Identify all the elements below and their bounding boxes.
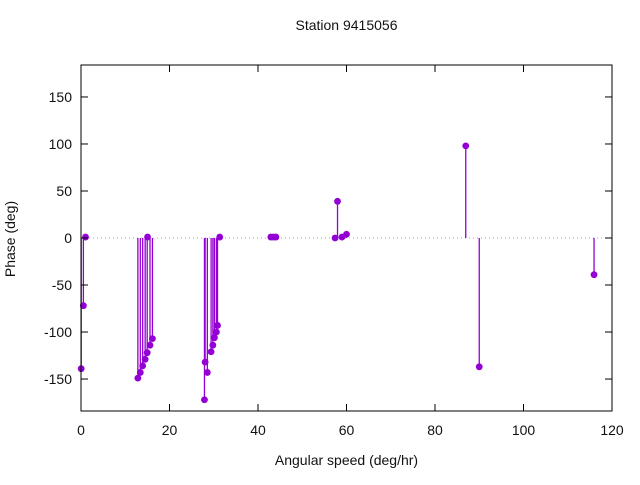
y-tick-label: -150 bbox=[44, 371, 72, 387]
y-axis-label: Phase (deg) bbox=[2, 200, 18, 278]
data-point bbox=[214, 322, 221, 329]
data-point bbox=[343, 230, 350, 238]
x-tick-label: 80 bbox=[427, 422, 443, 438]
data-point bbox=[146, 341, 154, 349]
x-tick-label: 100 bbox=[512, 422, 536, 438]
y-tick-label: 150 bbox=[49, 89, 73, 105]
x-tick-label: 0 bbox=[77, 422, 85, 438]
x-tick-label: 40 bbox=[250, 422, 266, 438]
x-tick-label: 120 bbox=[600, 422, 624, 438]
data-point bbox=[475, 363, 483, 371]
data-point bbox=[149, 335, 156, 343]
y-tick-label: 0 bbox=[64, 230, 72, 246]
x-tick-label: 20 bbox=[162, 422, 178, 438]
data-point bbox=[144, 233, 151, 241]
data-point bbox=[79, 302, 87, 310]
data-point bbox=[82, 233, 89, 241]
data-point bbox=[216, 233, 224, 241]
chart-title: Station 9415056 bbox=[295, 17, 398, 33]
data-point bbox=[331, 234, 339, 242]
data-point bbox=[211, 334, 218, 342]
x-tick-label: 60 bbox=[339, 422, 355, 438]
y-tick-label: 100 bbox=[49, 136, 73, 152]
data-point bbox=[141, 355, 149, 363]
y-tick-label: -50 bbox=[52, 277, 72, 293]
data-point bbox=[136, 369, 144, 376]
y-tick-label: -100 bbox=[44, 324, 72, 340]
data-point bbox=[590, 271, 598, 279]
data-point bbox=[213, 328, 220, 336]
data-point bbox=[201, 396, 208, 404]
x-axis-label: Angular speed (deg/hr) bbox=[274, 452, 419, 468]
data-point bbox=[139, 362, 147, 370]
data-point bbox=[209, 341, 217, 349]
data-point bbox=[201, 358, 209, 366]
data-point bbox=[207, 348, 215, 356]
data-point bbox=[143, 349, 151, 357]
data-point bbox=[203, 369, 211, 376]
data-point bbox=[462, 142, 470, 150]
data-point bbox=[134, 374, 142, 382]
y-tick-label: 50 bbox=[56, 183, 72, 199]
data-point bbox=[272, 233, 280, 241]
data-point bbox=[334, 197, 341, 205]
